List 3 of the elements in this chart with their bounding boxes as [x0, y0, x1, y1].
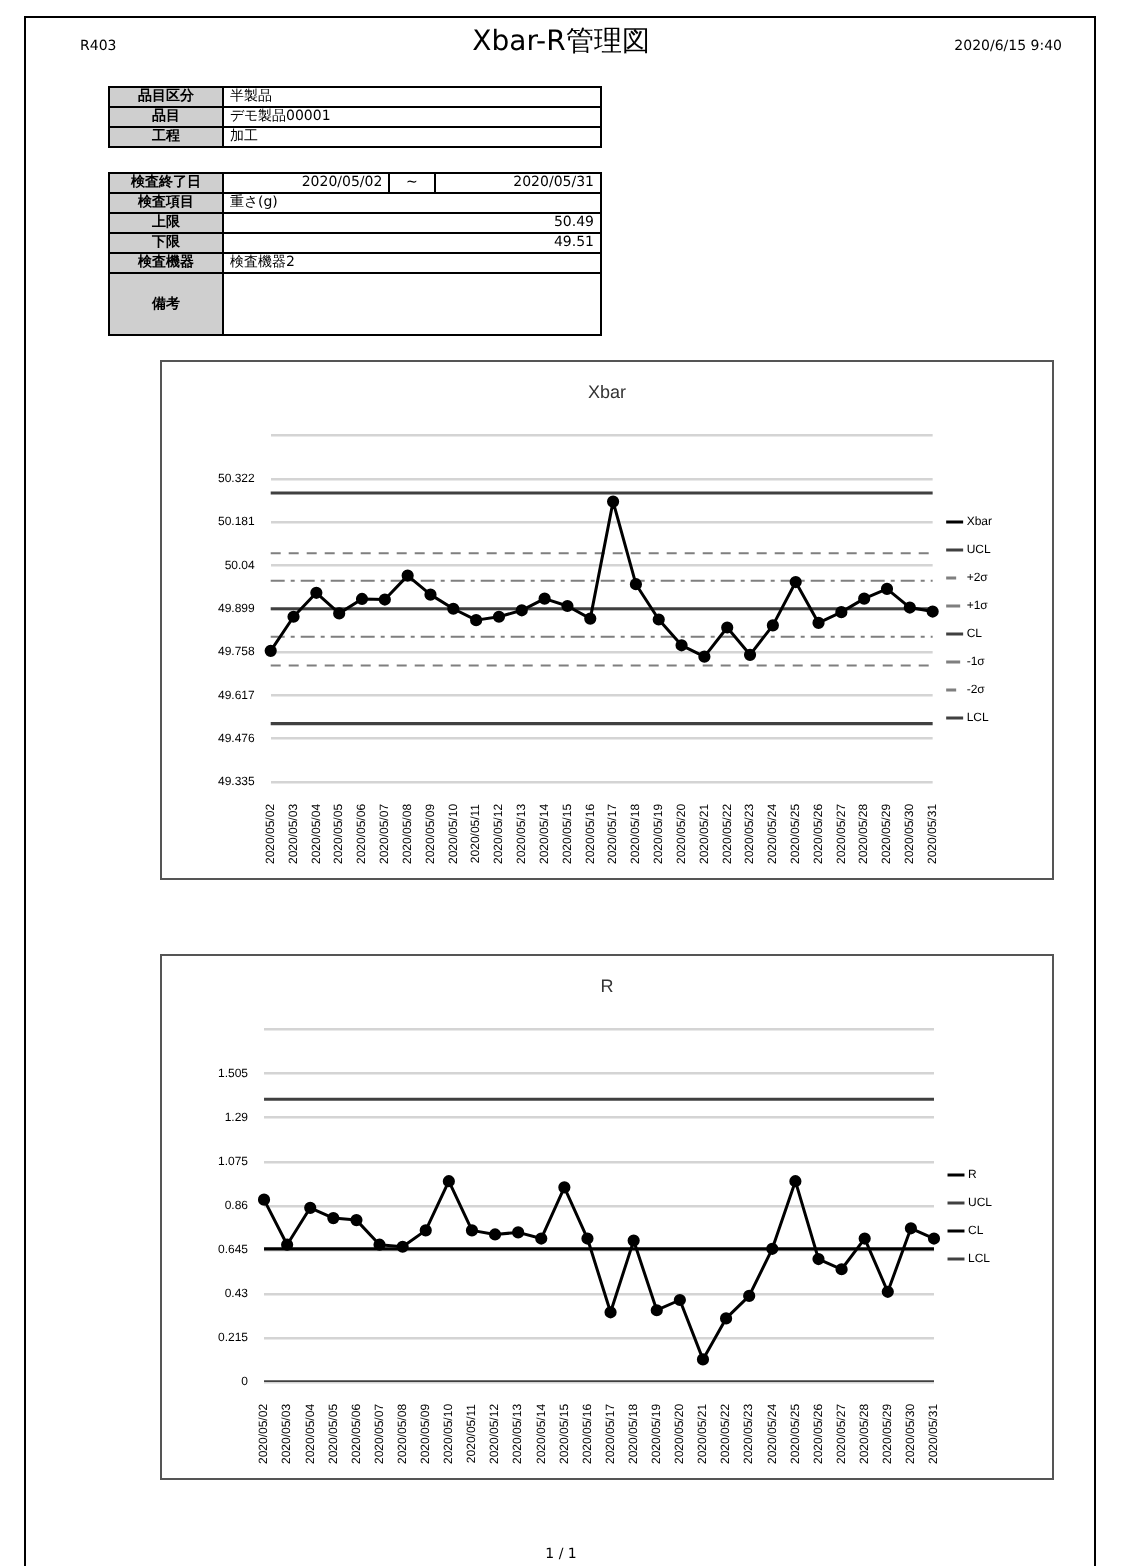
chart-title: R: [600, 975, 615, 996]
text: Xbar-R管理図: [472, 26, 650, 58]
chart-title: Xbar: [587, 381, 627, 402]
